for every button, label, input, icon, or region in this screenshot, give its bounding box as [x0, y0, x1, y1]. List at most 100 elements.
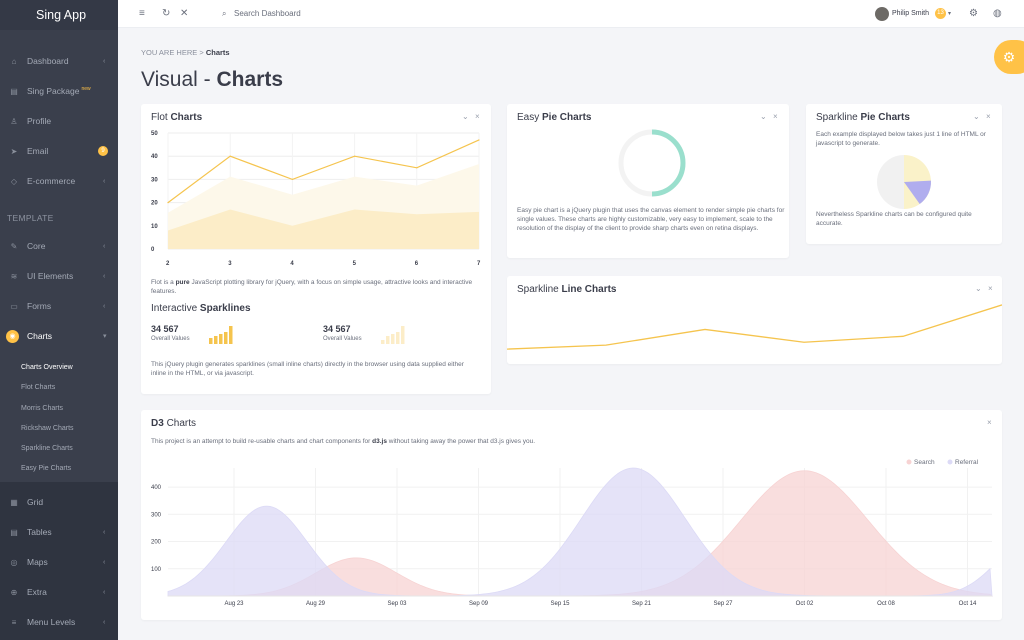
sidebar-subitem-sparkline-charts[interactable]: Sparkline Charts: [21, 445, 73, 452]
sparklines-description: This jQuery plugin generates sparklines …: [151, 361, 464, 377]
card-title-bold: Line Charts: [561, 284, 617, 295]
sidebar-item-profile[interactable]: ♙ Profile: [0, 110, 118, 132]
settings-toggle-button[interactable]: ⚙: [994, 40, 1024, 74]
y-tick-label: 50: [151, 131, 158, 137]
sidebar-subitem-charts-overview[interactable]: Charts Overview: [21, 364, 73, 371]
sidebar-item-sing-package[interactable]: ▤ Sing Package new: [0, 80, 118, 102]
globe-icon[interactable]: ◍: [993, 8, 1002, 19]
sidebar-item-email[interactable]: ➤ Email 9: [0, 140, 118, 162]
sidebar-item-forms[interactable]: ▭ Forms ‹: [0, 295, 118, 317]
sidebar-item-charts[interactable]: ◉ Charts ▾: [0, 325, 118, 347]
chevron-down-icon[interactable]: ⌄: [973, 112, 980, 121]
d3-charts-card: D3 Charts × This project is an attempt t…: [141, 410, 1002, 620]
chevron-left-icon: ‹: [103, 242, 106, 250]
card-title-light: Sparkline: [517, 284, 562, 295]
spark1-label: Overall Values: [151, 336, 190, 342]
data-point: [167, 202, 169, 204]
sidebar-item-label: E-commerce: [27, 176, 76, 186]
hamburger-icon[interactable]: ≡: [139, 8, 145, 19]
y-tick-label: 200: [151, 540, 162, 546]
close-icon[interactable]: ×: [987, 418, 992, 427]
card-title: D3 Charts: [151, 418, 196, 429]
chevron-left-icon: ‹: [103, 57, 106, 65]
sparklines-title: Interactive Sparklines: [151, 303, 251, 314]
x-tick-label: Oct 14: [959, 601, 977, 607]
sparkline-bar: [219, 334, 223, 344]
chevron-down-icon[interactable]: ⌄: [975, 284, 982, 293]
sidebar-item-extra[interactable]: ⊕ Extra ‹: [0, 581, 118, 603]
sidebar-subitem-flot-charts[interactable]: Flot Charts: [21, 384, 56, 391]
sidebar-item-grid[interactable]: ▦ Grid: [0, 491, 118, 513]
sidebar-subitem-morris-charts[interactable]: Morris Charts: [21, 405, 64, 412]
card-title-bold: Pie Charts: [860, 112, 910, 123]
sidebar-item-ui-elements[interactable]: ≋ UI Elements ‹: [0, 265, 118, 287]
chevron-left-icon: ‹: [103, 618, 106, 626]
menu-icon: ≡: [11, 617, 17, 627]
gear-icon[interactable]: ⚙: [969, 8, 978, 19]
close-icon[interactable]: ×: [475, 112, 480, 121]
y-tick-label: 0: [151, 247, 155, 253]
sidebar-item-label: UI Elements: [27, 271, 74, 281]
x-tick-label: Aug 29: [306, 601, 326, 607]
x-tick-label: Aug 23: [224, 601, 244, 607]
sidebar-subitem-easy-pie-charts[interactable]: Easy Pie Charts: [21, 465, 72, 472]
data-point: [291, 178, 293, 180]
data-point: [354, 155, 356, 157]
data-point: [416, 167, 418, 169]
chevron-down-icon[interactable]: ⌄: [760, 112, 767, 121]
sidebar-item-label: Profile: [27, 116, 52, 126]
sparkline-bar: [386, 336, 390, 344]
y-tick-label: 100: [151, 567, 162, 573]
x-tick-label: Sep 03: [387, 601, 407, 607]
x-tick-label: 2: [166, 261, 170, 267]
close-icon[interactable]: ×: [988, 284, 993, 293]
sidebar-item-core[interactable]: ✎ Core ‹: [0, 235, 118, 257]
sparkline-bar: [209, 338, 213, 344]
breadcrumb-current: Charts: [205, 48, 230, 57]
chevron-left-icon: ‹: [103, 302, 106, 310]
y-tick-label: 400: [151, 485, 162, 491]
card-title-light: Easy: [517, 112, 543, 123]
sidebar-item-dashboard[interactable]: ⌂ Dashboard ‹: [0, 50, 118, 72]
sidebar-item-label: Forms: [27, 301, 52, 311]
sidebar-item-maps[interactable]: ◎ Maps ‹: [0, 551, 118, 573]
avatar[interactable]: [875, 7, 889, 21]
notification-badge[interactable]: 13: [935, 8, 946, 19]
sidebar-item-ecommerce[interactable]: ◇ E-commerce ‹: [0, 170, 118, 192]
sparkline-line-chart: [507, 304, 1002, 350]
card-title-bold: Pie Charts: [542, 112, 592, 123]
pie-value-arc: [651, 129, 686, 197]
x-tick-label: 7: [477, 261, 481, 267]
chevron-down-icon[interactable]: ⌄: [462, 112, 469, 121]
extra-icon: ⊕: [10, 587, 18, 597]
refresh-icon[interactable]: ↻: [162, 8, 171, 19]
sidebar-item-label: Dashboard: [27, 56, 69, 66]
card-title-bold: D3: [151, 418, 164, 429]
x-tick-label: Oct 02: [796, 601, 814, 607]
brand-logo[interactable]: Sing App: [0, 0, 118, 30]
search-input[interactable]: Search Dashboard: [234, 9, 301, 18]
sidebar-item-tables[interactable]: ▤ Tables ‹: [0, 521, 118, 543]
x-tick-label: Sep 09: [469, 601, 489, 607]
sidebar-item-menu-levels[interactable]: ≡ Menu Levels ‹: [0, 611, 118, 633]
desc-text: This project is an attempt to build re-u…: [151, 438, 373, 445]
close-icon[interactable]: ×: [986, 112, 991, 121]
sidebar-item-label: Core: [27, 241, 46, 251]
layers-icon: ≋: [10, 271, 18, 281]
close-icon[interactable]: ×: [773, 112, 778, 121]
sidebar-section-label: TEMPLATE: [7, 213, 54, 223]
sidebar-subitem-rickshaw-charts[interactable]: Rickshaw Charts: [21, 425, 74, 432]
gear-icon: ⚙: [1002, 49, 1016, 65]
breadcrumb-prefix: YOU ARE HERE: [141, 48, 198, 57]
card-title-light: Sparkline: [816, 112, 861, 123]
close-icon[interactable]: ✕: [180, 8, 189, 19]
sparklines-title-light: Interactive: [151, 303, 200, 314]
diamond-icon: ◇: [10, 176, 18, 186]
legend-label: Referral: [955, 459, 979, 466]
user-name[interactable]: Philip Smith: [892, 10, 929, 17]
chevron-down-icon[interactable]: ▾: [948, 11, 952, 17]
y-tick-label: 20: [151, 201, 158, 207]
y-tick-label: 30: [151, 177, 158, 183]
y-tick-label: 300: [151, 512, 162, 518]
easy-pie-chart: [618, 129, 686, 197]
